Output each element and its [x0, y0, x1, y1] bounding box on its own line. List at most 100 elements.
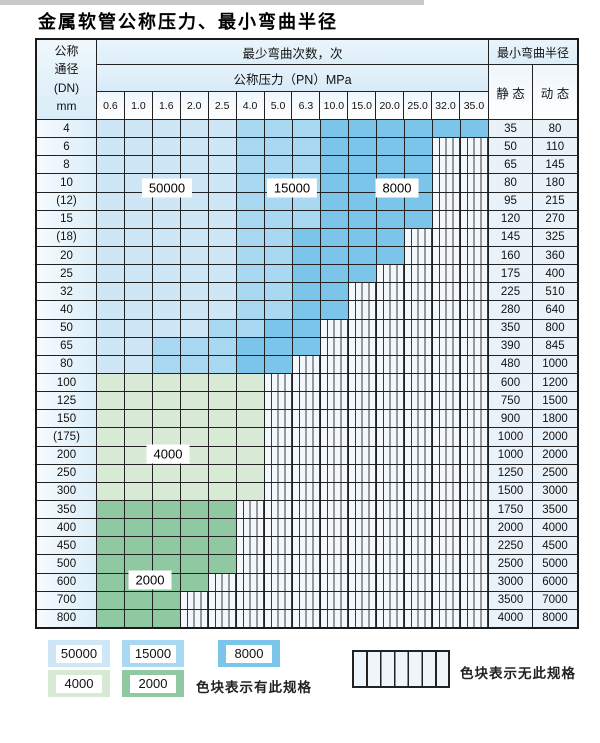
- no-spec-cell: [461, 156, 489, 174]
- no-spec-cell: [461, 573, 489, 591]
- no-spec-cell: [377, 319, 405, 337]
- spec-cell: [181, 392, 209, 410]
- dn-cell: 800: [37, 609, 97, 627]
- spec-cell: [405, 156, 433, 174]
- spec-cell: [349, 192, 377, 210]
- no-spec-cell: [405, 265, 433, 283]
- no-spec-cell: [433, 355, 461, 373]
- spec-cell: [153, 410, 181, 428]
- dynamic-radius-cell: 845: [533, 337, 577, 355]
- no-spec-cell: [349, 609, 377, 627]
- no-spec-cell: [265, 609, 293, 627]
- scan-edge-strip: [0, 0, 424, 5]
- table-row: 400 2000 4000: [37, 518, 577, 537]
- spec-cell: [209, 174, 237, 192]
- spec-cell: [181, 428, 209, 446]
- no-spec-cell: [349, 537, 377, 555]
- no-spec-cell: [405, 337, 433, 355]
- spec-cell: [125, 410, 153, 428]
- no-spec-cell: [433, 500, 461, 519]
- no-spec-cell: [405, 246, 433, 265]
- pressure-values-row: 0.6 1.0 1.6 2.0 2.5 4.0 5.0 6.3 10.0 15.0 20.0 25.0…: [97, 92, 488, 119]
- spec-cell: [181, 573, 209, 591]
- no-spec-cell: [433, 519, 461, 537]
- spec-cell: [181, 373, 209, 392]
- dn-cell: 600: [37, 573, 97, 591]
- dynamic-radius-cell: 8000: [533, 609, 577, 627]
- spec-cell: [321, 265, 349, 283]
- no-spec-cell: [209, 591, 237, 609]
- static-radius-cell: 480: [489, 355, 533, 373]
- spec-cell: [153, 555, 181, 573]
- spec-cell: [97, 373, 125, 392]
- legend-swatch-value: 50000: [56, 644, 102, 663]
- no-spec-cell: [265, 500, 293, 519]
- no-spec-cell: [209, 573, 237, 591]
- no-spec-cell: [405, 573, 433, 591]
- table-row: 6 50 110: [37, 137, 577, 156]
- pressure-column-header: 5.0: [264, 92, 293, 119]
- table-row: 500 2500 5000: [37, 554, 577, 573]
- no-spec-cell: [405, 482, 433, 500]
- dn-cell: 6: [37, 138, 97, 156]
- dn-header-line: 公称: [54, 44, 79, 58]
- spec-cell: [349, 120, 377, 138]
- no-spec-cell: [405, 392, 433, 410]
- legend-swatch: 50000: [48, 640, 110, 667]
- no-spec-cell: [349, 355, 377, 373]
- spec-cell: [237, 174, 265, 192]
- spec-cell: [321, 120, 349, 138]
- spec-cell: [349, 210, 377, 228]
- static-radius-cell: 1000: [489, 428, 533, 446]
- spec-cell: [209, 301, 237, 319]
- dynamic-radius-cell: 2000: [533, 428, 577, 446]
- no-spec-cell: [377, 265, 405, 283]
- static-radius-cell: 145: [489, 228, 533, 246]
- no-spec-cell: [461, 246, 489, 265]
- no-spec-cell: [433, 210, 461, 228]
- static-radius-cell: 750: [489, 392, 533, 410]
- dynamic-radius-cell: 4000: [533, 519, 577, 537]
- no-spec-cell: [349, 410, 377, 428]
- spec-cell: [237, 283, 265, 301]
- no-spec-cell: [461, 428, 489, 446]
- pressure-column-header: 6.3: [292, 92, 321, 119]
- table-row: 250 1250 2500: [37, 463, 577, 482]
- spec-cell: [209, 210, 237, 228]
- no-spec-cell: [321, 392, 349, 410]
- no-spec-cell: [377, 428, 405, 446]
- spec-cell: [293, 265, 321, 283]
- static-radius-cell: 600: [489, 373, 533, 392]
- no-spec-cell: [265, 464, 293, 482]
- no-spec-cell: [293, 410, 321, 428]
- dn-cell: 250: [37, 464, 97, 482]
- spec-cell: [97, 609, 125, 627]
- no-spec-cell: [321, 446, 349, 464]
- dynamic-radius-cell: 5000: [533, 555, 577, 573]
- no-spec-cell: [461, 337, 489, 355]
- spec-cell: [125, 283, 153, 301]
- no-spec-cell: [405, 228, 433, 246]
- spec-cell: [237, 355, 265, 373]
- nominal-pressure-header: 公称压力（PN）MPa: [97, 65, 488, 92]
- spec-cell: [237, 138, 265, 156]
- spec-cell: [125, 555, 153, 573]
- no-spec-cell: [405, 373, 433, 392]
- spec-cell: [209, 265, 237, 283]
- dn-header-line: 通径: [54, 62, 79, 77]
- no-spec-cell: [377, 537, 405, 555]
- dn-cell: 150: [37, 410, 97, 428]
- spec-cell: [237, 446, 265, 464]
- page-title: 金属软管公称压力、最小弯曲半径: [38, 12, 338, 33]
- no-spec-cell: [405, 500, 433, 519]
- spec-cell: [181, 337, 209, 355]
- spec-cell: [209, 537, 237, 555]
- no-spec-cell: [321, 500, 349, 519]
- pressure-column-header: 32.0: [432, 92, 460, 119]
- no-spec-cell: [237, 537, 265, 555]
- static-radius-cell: 390: [489, 337, 533, 355]
- no-spec-cell: [237, 591, 265, 609]
- spec-cell: [209, 120, 237, 138]
- dn-cell: 25: [37, 265, 97, 283]
- table-row: 300 1500 3000: [37, 481, 577, 500]
